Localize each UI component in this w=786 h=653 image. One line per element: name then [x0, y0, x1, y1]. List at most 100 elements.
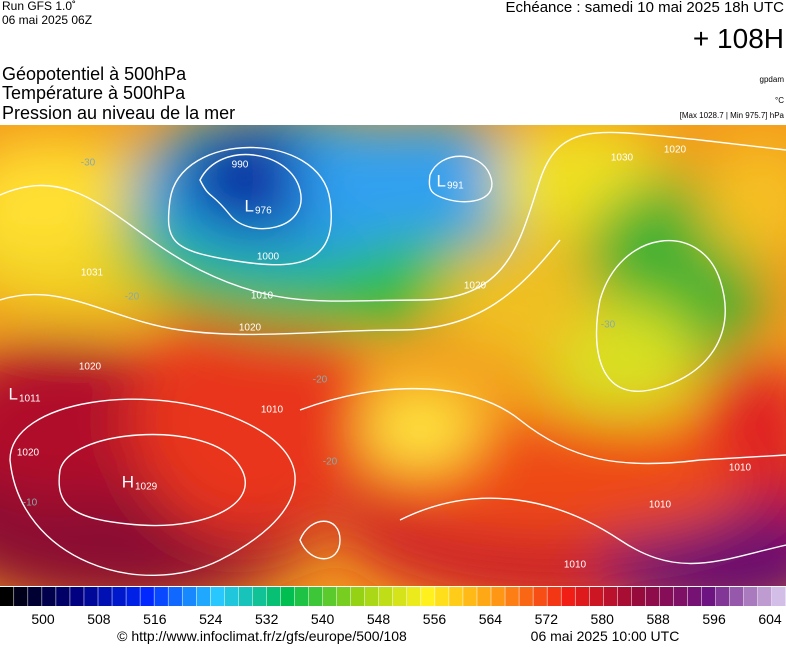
colorbar-swatch — [757, 587, 772, 606]
colorbar-swatch — [364, 587, 379, 606]
colorbar-swatch — [14, 587, 28, 606]
colorbar-swatch — [196, 587, 211, 606]
isobar-label: 1020 — [664, 145, 687, 156]
pressure-center-letter: L — [437, 171, 446, 190]
unit-temperature: °C — [775, 96, 784, 105]
colorbar-swatch — [280, 587, 295, 606]
pressure-center-value: 991 — [447, 181, 464, 192]
isobar-label: 1020 — [79, 362, 102, 373]
colorbar-label: 508 — [87, 611, 111, 627]
colorbar: 500 508 516 524 532 540 548 556 564 572 580 588 596 6… — [0, 587, 786, 627]
colorbar-label: 580 — [591, 611, 615, 627]
colorbar-swatch — [336, 587, 351, 606]
colorbar-swatch — [463, 587, 477, 606]
colorbar-swatch — [575, 587, 589, 606]
isobar-label: 1010 — [649, 500, 672, 511]
colorbar-swatch — [533, 587, 547, 606]
colorbar-swatch — [491, 587, 505, 606]
title-pressure: Pression au niveau de la mer — [2, 103, 235, 123]
field-blob — [360, 390, 480, 470]
run-label: Run GFS 1.0˚ — [2, 0, 76, 13]
pressure-center-letter: L — [245, 196, 254, 215]
field-blob — [440, 240, 600, 360]
colorbar-swatch — [70, 587, 84, 606]
colorbar-label: 500 — [31, 611, 55, 627]
lead-time: + 108H — [693, 23, 784, 54]
colorbar-label: 604 — [758, 611, 782, 627]
colorbar-swatch — [140, 587, 154, 606]
isobars — [0, 131, 786, 576]
colorbar-swatch — [519, 587, 533, 606]
colorbar-label: 588 — [646, 611, 670, 627]
isobar-label: 1030 — [611, 153, 634, 164]
colorbar-swatch — [659, 587, 674, 606]
isobar-label: 1010 — [729, 463, 752, 474]
isotherm-label: -20 — [313, 375, 328, 386]
colorbar-swatch — [645, 587, 660, 606]
colorbar-swatch — [266, 587, 281, 606]
title-temperature: Température à 500hPa — [2, 83, 186, 103]
footer-issued: 06 mai 2025 10:00 UTC — [531, 628, 680, 644]
colorbar-swatch — [617, 587, 632, 606]
colorbar-label: 524 — [199, 611, 223, 627]
isotherm-label: -20 — [125, 292, 140, 303]
isobar-label: 1010 — [564, 560, 587, 571]
isobar-label: 1020 — [17, 448, 40, 459]
isobar-label: 1031 — [81, 268, 104, 279]
isotherm-label: -20 — [323, 457, 338, 468]
colorbar-swatch — [589, 587, 604, 606]
colorbar-swatch — [771, 587, 786, 606]
colorbar-swatch — [252, 587, 267, 606]
field-blob — [0, 140, 120, 260]
run-date: 06 mai 2025 06Z — [2, 13, 92, 27]
colorbar-swatch — [42, 587, 56, 606]
colorbar-swatch — [743, 587, 758, 606]
colorbar-label: 548 — [367, 611, 391, 627]
colorbar-swatch — [28, 587, 42, 606]
colorbar-label: 532 — [255, 611, 279, 627]
field-blob — [290, 125, 550, 240]
colorbar-swatch — [322, 587, 337, 606]
isobar-label: 990 — [232, 160, 249, 171]
colorbar-swatch — [350, 587, 365, 606]
isobar-label: 1010 — [251, 291, 274, 302]
colorbar-swatch — [603, 587, 618, 606]
colorbar-swatch — [168, 587, 182, 606]
colorbar-swatch — [378, 587, 393, 606]
colorbar-swatch — [308, 587, 323, 606]
isotherm-label: -30 — [601, 320, 616, 331]
isotherm-label: -30 — [81, 158, 96, 169]
colorbar-swatch — [126, 587, 140, 606]
colorbar-swatch — [631, 587, 646, 606]
isobar-label: 1000 — [257, 252, 280, 263]
isobar-label: 1020 — [464, 281, 487, 292]
pressure-center-value: 1029 — [135, 482, 158, 493]
field-blob — [700, 360, 786, 480]
colorbar-swatch — [0, 587, 14, 606]
colorbar-swatch — [673, 587, 688, 606]
title-geopotential: Géopotentiel à 500hPa — [2, 64, 187, 84]
unit-pressure: [Max 1028.7 | Min 975.7] hPa — [680, 111, 785, 120]
colorbar-swatch — [477, 587, 491, 606]
colorbar-swatch — [98, 587, 112, 606]
unit-geopotential: gpdam — [760, 75, 785, 84]
colorbar-swatch — [210, 587, 225, 606]
pressure-center-value: 976 — [255, 206, 272, 217]
colorbar-swatch — [449, 587, 463, 606]
colorbar-label: 540 — [311, 611, 335, 627]
colorbar-swatch — [56, 587, 70, 606]
field-blob — [130, 300, 370, 540]
colorbar-swatch — [224, 587, 239, 606]
colorbar-label: 516 — [143, 611, 167, 627]
colorbar-swatch — [393, 587, 407, 606]
colorbar-swatch — [294, 587, 309, 606]
field — [0, 125, 786, 586]
field-blob — [0, 340, 180, 500]
footer-url: © http://www.infoclimat.fr/z/gfs/europe/… — [117, 628, 407, 644]
field-blob — [700, 140, 786, 260]
colorbar-swatch — [729, 587, 744, 606]
colorbar-label: 556 — [423, 611, 447, 627]
